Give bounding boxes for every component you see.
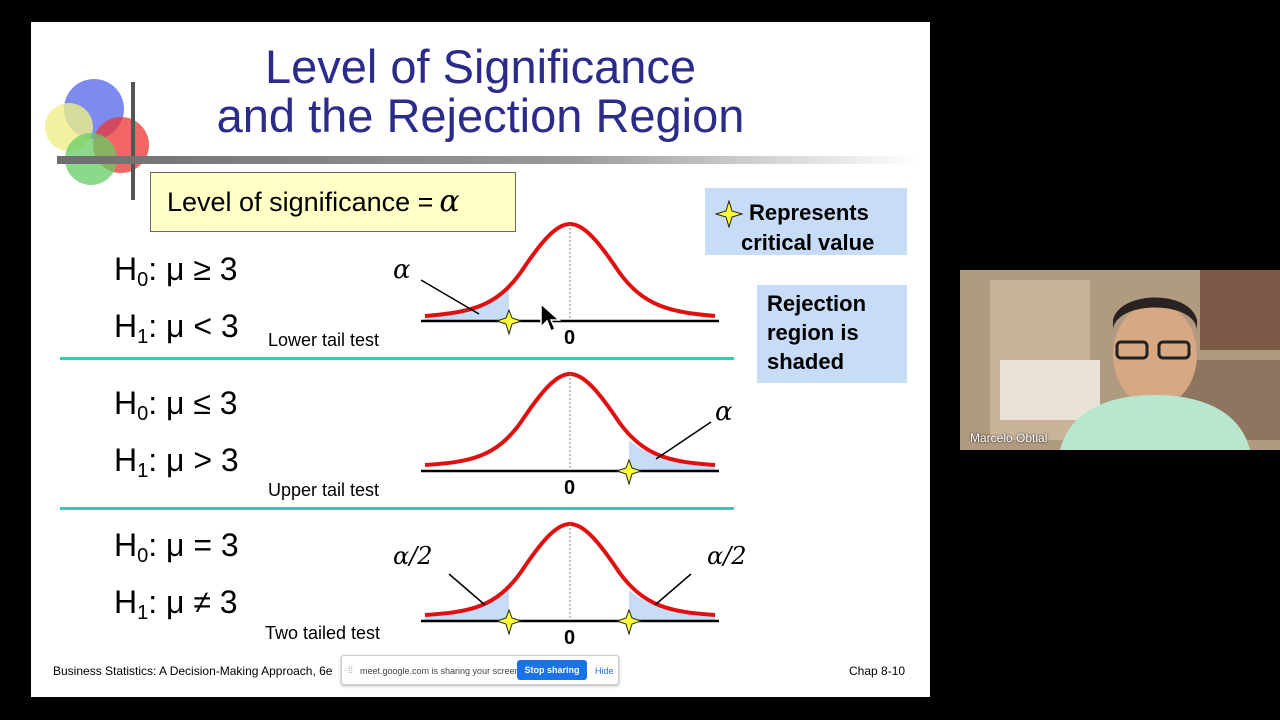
- hypothesis-two-tailed: H0: μ = 3 H1: μ ≠ 3: [114, 522, 239, 636]
- h0-lower: H0: μ ≥ 3: [114, 251, 238, 291]
- lower-alpha-label: α: [393, 255, 411, 285]
- title-line-2: and the Rejection Region: [216, 89, 745, 142]
- two-left-alpha-label: α/2: [393, 542, 433, 570]
- share-message: meet.google.com is sharing your screen.: [360, 666, 523, 676]
- significance-label: Level of significance =: [167, 187, 434, 217]
- two-tailed-label: Two tailed test: [265, 623, 381, 643]
- section-separator-2: [60, 507, 734, 510]
- participant-video-tile[interactable]: Marcelo Obtial: [960, 270, 1280, 450]
- legend-critical-line-1: Represents: [749, 200, 869, 225]
- two-zero-label: 0: [564, 627, 575, 649]
- h0-upper: H0: μ ≤ 3: [114, 385, 238, 425]
- critical-star-icon: [715, 200, 743, 229]
- h1-two: H1: μ ≠ 3: [114, 584, 238, 624]
- lower-tail-label: Lower tail test: [268, 330, 380, 350]
- legend-rejection-line-2: region is: [767, 320, 859, 345]
- significance-symbol: α: [439, 184, 460, 219]
- section-separator-1: [60, 357, 734, 360]
- title-underline: [57, 156, 917, 164]
- legend-rejection-line-3: shaded: [767, 349, 845, 374]
- two-right-alpha-arrow: [654, 573, 692, 606]
- lower-critical-star: [495, 308, 523, 336]
- hypothesis-upper: H0: μ ≤ 3 H1: μ > 3: [114, 380, 239, 494]
- legend-critical-line-2: critical value: [741, 230, 875, 256]
- significance-box: Level of significance = α: [150, 172, 516, 232]
- slide-footer-source: Business Statistics: A Decision-Making A…: [53, 664, 333, 678]
- two-tailed-diagram: α/2 α/2 0: [393, 521, 747, 649]
- slide-title: Level of Significance and the Rejection …: [31, 42, 930, 140]
- lower-tail-diagram: α 0: [393, 221, 719, 349]
- legend-rejection-line-1: Rejection: [767, 291, 867, 316]
- stop-sharing-button[interactable]: Stop sharing: [517, 660, 587, 680]
- lower-shaded-region: [425, 290, 509, 321]
- hypothesis-lower: H0: μ ≥ 3 H1: μ < 3: [114, 246, 239, 360]
- two-right-alpha-label: α/2: [707, 542, 747, 570]
- upper-zero-label: 0: [564, 477, 575, 499]
- upper-tail-diagram: α 0: [421, 371, 733, 499]
- h1-lower: H1: μ < 3: [114, 308, 239, 348]
- upper-tail-label: Upper tail test: [268, 480, 380, 500]
- presentation-slide: Level of Significance and the Rejection …: [31, 22, 930, 697]
- drag-handle-icon[interactable]: ⁞⁞: [348, 665, 354, 675]
- mouse-cursor-icon: [540, 303, 561, 333]
- critical-value-legend: Represents critical value: [705, 188, 907, 255]
- participant-video-frame: [960, 270, 1280, 450]
- screen-share-bar: ⁞⁞ meet.google.com is sharing your scree…: [341, 655, 619, 685]
- upper-alpha-label: α: [715, 397, 733, 427]
- h0-two: H0: μ = 3: [114, 527, 239, 567]
- lower-alpha-arrow: [420, 279, 480, 315]
- hide-share-bar-button[interactable]: Hide: [595, 666, 614, 676]
- lower-zero-label: 0: [564, 327, 575, 349]
- logo-divider: [131, 82, 135, 200]
- rejection-region-legend: Rejection region is shaded: [757, 285, 907, 383]
- participant-name: Marcelo Obtial: [970, 431, 1048, 445]
- title-line-1: Level of Significance: [264, 40, 697, 93]
- h1-upper: H1: μ > 3: [114, 442, 239, 482]
- two-left-alpha-arrow: [448, 573, 486, 606]
- two-right-critical-star: [615, 608, 643, 636]
- upper-critical-star: [615, 458, 643, 486]
- upper-alpha-arrow: [655, 421, 712, 460]
- slide-footer-chapter: Chap 8-10: [849, 664, 906, 678]
- two-left-critical-star: [495, 608, 523, 636]
- distribution-diagrams: α 0 α 0 α/2 α/2 0: [393, 221, 747, 649]
